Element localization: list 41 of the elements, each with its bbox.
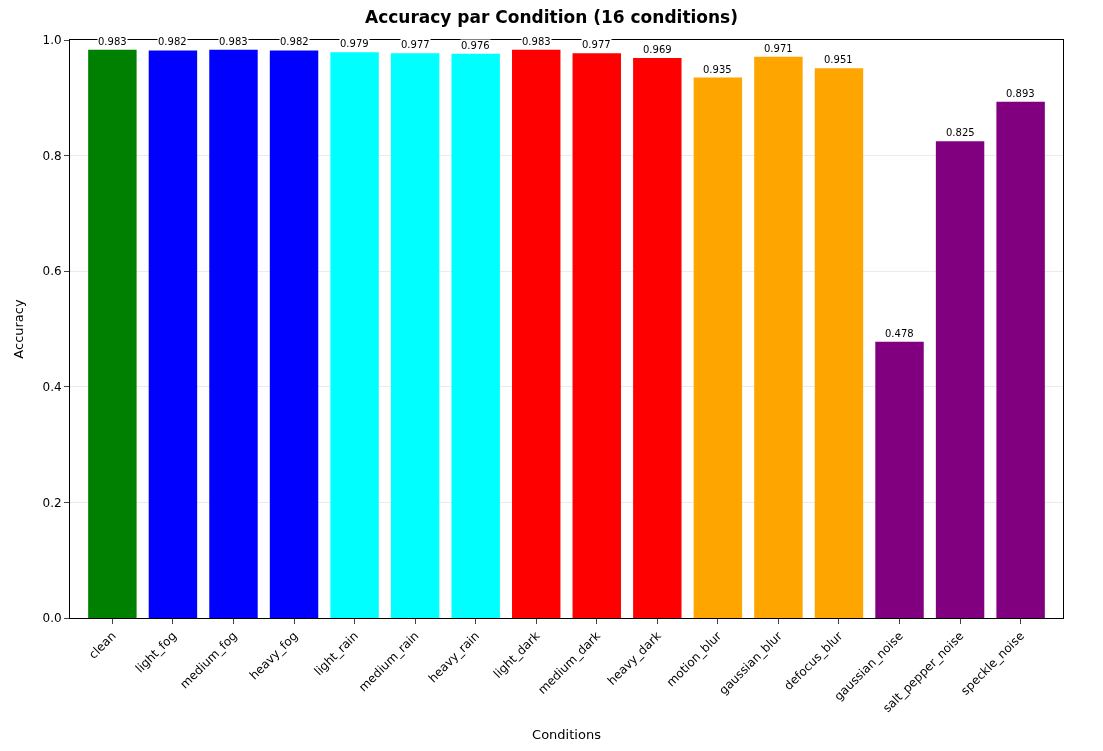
- bar: [875, 341, 924, 618]
- data-label: 0.982: [280, 36, 309, 47]
- bar: [390, 53, 440, 618]
- data-label: 0.983: [98, 36, 127, 47]
- data-label: 0.977: [401, 39, 430, 50]
- data-label: 0.951: [824, 54, 853, 65]
- y-tick-label: 0.4: [42, 380, 62, 394]
- bar: [451, 53, 500, 618]
- bar: [512, 49, 561, 618]
- data-label: 0.983: [522, 36, 551, 47]
- bar: [633, 57, 682, 618]
- data-label: 0.977: [582, 39, 611, 50]
- data-label: 0.478: [885, 328, 914, 339]
- data-label: 0.971: [764, 43, 793, 54]
- data-label: 0.976: [461, 40, 490, 51]
- data-label: 0.825: [946, 127, 975, 138]
- data-label: 0.979: [340, 38, 369, 49]
- y-tick-label: 0.2: [42, 495, 62, 510]
- bar: [814, 68, 864, 618]
- bar: [996, 101, 1045, 618]
- bar: [935, 141, 985, 618]
- data-label: 0.982: [158, 36, 187, 47]
- y-tick-label: 1.0: [42, 33, 62, 48]
- data-label: 0.935: [703, 64, 732, 75]
- x-axis-title: Conditions: [532, 726, 602, 742]
- data-label: 0.969: [643, 44, 672, 55]
- y-tick-label: 0.8: [42, 148, 62, 163]
- bar: [148, 50, 198, 618]
- chart-title: Accuracy par Condition (16 conditions): [364, 7, 739, 28]
- bar: [754, 56, 803, 618]
- data-label: 0.983: [219, 36, 248, 47]
- bar: [269, 50, 319, 618]
- bar: [572, 53, 621, 618]
- y-axis-title: Accuracy: [11, 299, 27, 359]
- bar: [209, 49, 258, 618]
- y-tick-label: 0.6: [42, 264, 62, 279]
- data-label: 0.893: [1006, 88, 1035, 99]
- y-tick-label: 0.0: [42, 611, 62, 626]
- bar: [88, 49, 137, 618]
- bar: [330, 52, 379, 618]
- bar: [693, 77, 743, 618]
